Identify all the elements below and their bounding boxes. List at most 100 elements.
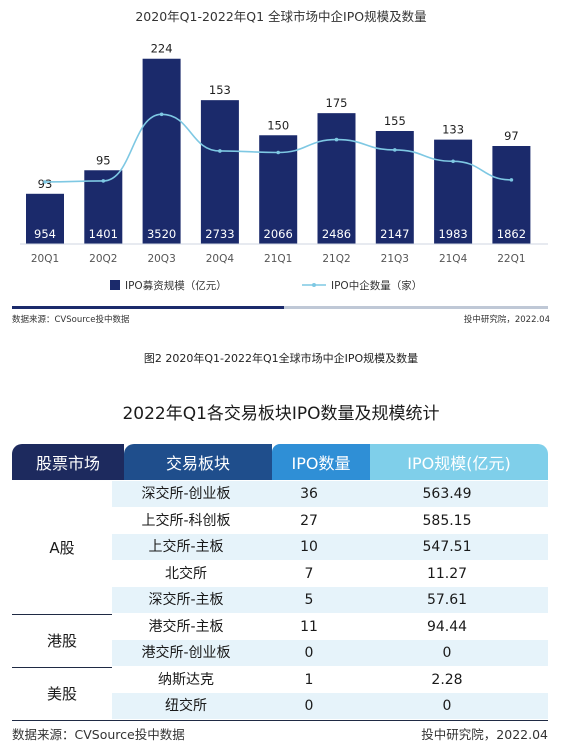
x-tick-label: 20Q3: [147, 253, 175, 265]
cell-size: 11.27: [426, 565, 468, 582]
bar-value-label: 2147: [380, 227, 409, 241]
bar: [200, 100, 239, 244]
x-tick-label: 20Q2: [89, 253, 117, 265]
x-tick-label: 22Q1: [497, 253, 525, 265]
bar: [434, 139, 473, 244]
cell-count: 7: [304, 565, 314, 582]
table-row: 纽交所 0 0: [112, 693, 548, 719]
x-tick-label: 21Q4: [439, 253, 468, 265]
market-label: 美股: [46, 685, 77, 703]
cell-board: 上交所-主板: [148, 539, 224, 555]
line-value-label: 155: [384, 114, 406, 128]
table-row: 纳斯达克 1 2.28: [112, 666, 548, 693]
bar-value-label: 1983: [438, 227, 467, 241]
chart-title: 2020年Q1-2022年Q1 全球市场中企IPO规模及数量: [135, 9, 427, 24]
table-source-right: 投中研究院，2022.04: [421, 727, 548, 742]
legend-line-label: IPO中企数量（家）: [331, 279, 422, 292]
table-row: 港交所-创业板 0 0: [112, 640, 548, 666]
bar: [142, 58, 181, 244]
table-row: 上交所-科创板 27 585.15: [112, 507, 548, 534]
header-cell: 股票市场: [12, 444, 124, 480]
cell-count: 27: [300, 512, 318, 529]
x-tick-label: 20Q1: [31, 253, 59, 265]
cell-board: 北交所: [165, 565, 207, 582]
cell-size: 57.61: [426, 592, 468, 608]
cell-size: 94.44: [426, 618, 468, 635]
market-label: A股: [49, 539, 75, 558]
bar-value-label: 3520: [147, 227, 176, 241]
line-value-label: 97: [504, 129, 519, 143]
header-cell: IPO规模(亿元): [370, 444, 548, 480]
header-cell: IPO数量: [272, 444, 370, 480]
table-header: 股票市场 交易板块 IPO数量 IPO规模(亿元): [12, 444, 548, 480]
line-value-label: 150: [267, 118, 289, 132]
cell-board: 上交所-科创板: [141, 512, 231, 529]
figure-caption: 图2 2020年Q1-2022年Q1全球市场中企IPO规模及数量: [143, 352, 419, 365]
line-value-label: 95: [96, 153, 111, 167]
ipo-chart: 93 954 20Q1 95 1401 20Q2 224 3520 20Q3 153 2733 20Q…: [12, 42, 548, 309]
bar-value-label: 2733: [205, 227, 234, 241]
bar-value-label: 2486: [322, 227, 351, 241]
legend-line-dot: [312, 283, 316, 287]
divider-light: [284, 306, 548, 309]
bar-value-label: 2066: [264, 227, 293, 241]
table-row: 深交所-主板 5 57.61: [112, 587, 548, 613]
table-row: 深交所-创业板 36 563.49: [112, 481, 548, 507]
cell-count: 0: [304, 645, 314, 661]
divider-dark: [12, 306, 284, 309]
group-separator: [12, 719, 548, 721]
line-value-label: 93: [38, 177, 53, 191]
bar: [26, 193, 64, 244]
header-cell: 交易板块: [124, 444, 272, 480]
cell-count: 36: [300, 486, 318, 502]
cell-board: 纳斯达克: [158, 671, 214, 688]
cell-board: 港交所-创业板: [141, 645, 231, 661]
table-row: 北交所 7 11.27: [112, 560, 548, 587]
bar: [492, 146, 531, 244]
cell-board: 纽交所: [165, 698, 207, 714]
table-row: 上交所-主板 10 547.51: [112, 534, 548, 560]
chart-source-right: 投中研究院，2022.04: [463, 315, 550, 325]
line-point: [159, 112, 164, 117]
x-tick-label: 20Q4: [206, 253, 235, 265]
chart-source-left: 数据来源：CVSource投中数据: [12, 315, 130, 325]
cell-count: 5: [304, 592, 314, 608]
cell-size: 0: [442, 698, 452, 714]
legend-bar-swatch: [110, 280, 120, 290]
cell-size: 585.15: [422, 512, 472, 529]
line-point: [101, 179, 106, 183]
legend-bar-label: IPO募资规模（亿元）: [125, 279, 227, 292]
market-label: 港股: [46, 632, 77, 650]
x-tick-label: 21Q1: [264, 253, 292, 265]
cell-size: 563.49: [422, 486, 472, 502]
cell-count: 1: [304, 671, 314, 688]
line-point: [509, 178, 514, 182]
line-point: [218, 149, 222, 153]
line-point: [393, 148, 397, 152]
table-row: 港交所-主板 11 94.44: [112, 613, 548, 640]
line-value-label: 133: [442, 123, 464, 137]
cell-size: 2.28: [431, 671, 463, 688]
x-tick-label: 21Q3: [381, 253, 409, 265]
table-title: 2022年Q1各交易板块IPO数量及规模统计: [122, 404, 440, 424]
cell-board: 深交所-创业板: [141, 486, 231, 502]
cell-count: 0: [304, 698, 314, 714]
cell-board: 港交所-主板: [148, 618, 224, 635]
cell-size: 0: [442, 645, 452, 661]
line-point: [276, 150, 281, 155]
bar: [317, 113, 356, 244]
line-point: [334, 137, 339, 142]
bar-value-label: 1862: [497, 227, 526, 241]
line-point: [451, 159, 455, 164]
line-point: [43, 180, 47, 184]
table-source-left: 数据来源：CVSource投中数据: [12, 727, 185, 742]
line-value-label: 175: [326, 96, 348, 110]
line-value-label: 153: [209, 83, 231, 97]
cell-board: 深交所-主板: [148, 592, 224, 608]
cell-count: 10: [300, 539, 318, 555]
cell-size: 547.51: [422, 539, 472, 555]
cell-count: 11: [300, 618, 318, 635]
x-tick-label: 21Q2: [322, 253, 350, 265]
bar-value-label: 1401: [89, 227, 118, 241]
line-value-label: 224: [151, 42, 173, 56]
